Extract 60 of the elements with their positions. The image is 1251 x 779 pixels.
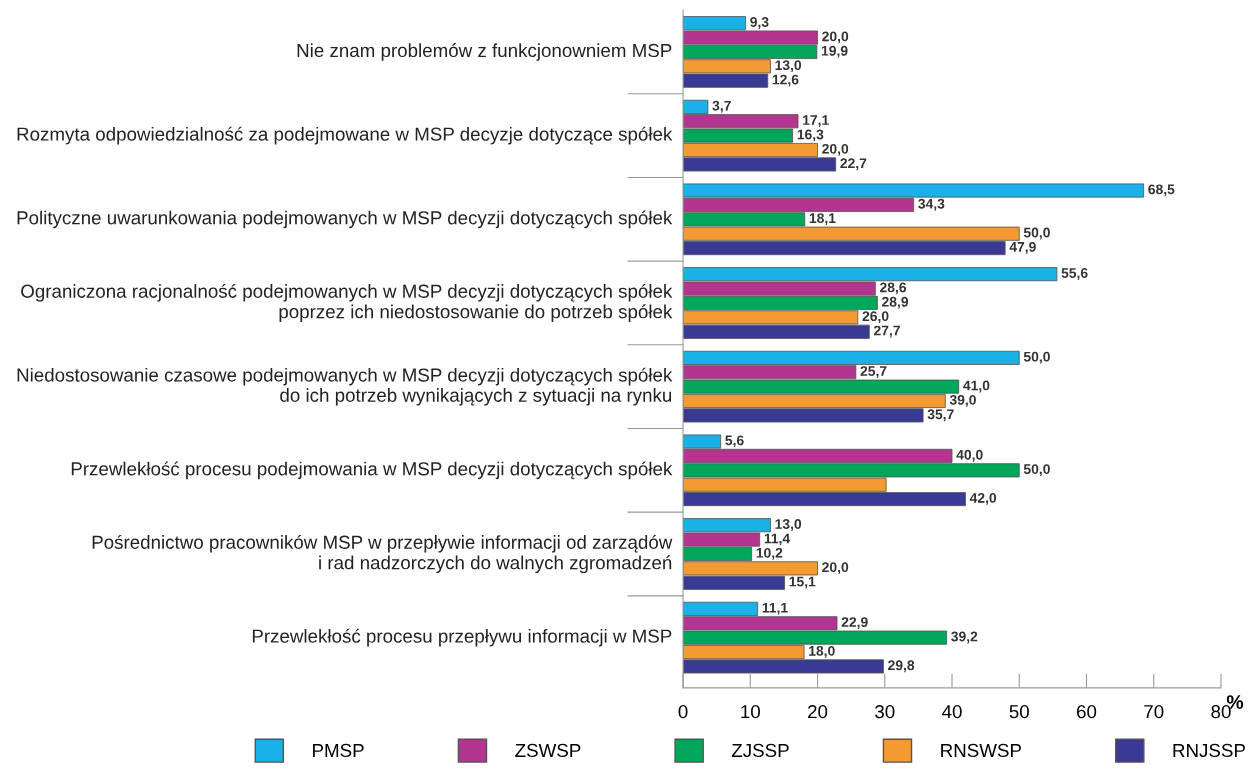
- data-label: 3,7: [712, 100, 731, 113]
- x-tick-label: 10: [741, 705, 760, 719]
- data-label: 18,1: [809, 213, 836, 226]
- data-label: 28,6: [880, 282, 907, 295]
- data-label: 39,2: [951, 631, 978, 644]
- data-label: 11,1: [762, 602, 788, 615]
- x-tick-label: 60: [1077, 705, 1097, 719]
- x-tick-label: 70: [1144, 705, 1164, 719]
- data-label: 10,2: [756, 547, 783, 560]
- x-tick-label: 0: [678, 705, 688, 719]
- x-tick-label: 40: [942, 705, 962, 719]
- data-label: 50,0: [1023, 464, 1050, 477]
- y-tick-label: Polityczne uwarunkowania podejmowanych w MSP decyzji dotyczących spółek: [17, 210, 673, 229]
- x-tick-label: 20: [808, 705, 828, 719]
- y-tick-label: Pośrednictwo pracowników MSP w przepływie informacji od zarządów i rad nadzorczych do walnych zgromadzeń: [92, 534, 673, 574]
- data-label: 47,9: [1009, 241, 1036, 254]
- y-tick-label: Niedostosowanie czasowe podejmowanych w MSP decyzji dotyczących spółek do ich potrzeb wynikających z sytuacji na rynku: [17, 367, 673, 406]
- data-label: 25,7: [860, 366, 887, 378]
- data-label: 11,4: [764, 533, 791, 546]
- data-label: 20,0: [822, 31, 849, 44]
- data-label: 68,5: [1148, 184, 1175, 197]
- legend-label: RNSWSP: [941, 743, 1021, 758]
- y-tick-label: Rozmyta odpowiedzialność za podejmowane w MSP decyzje dotyczące spółek: [17, 126, 673, 145]
- data-label: 40,0: [956, 449, 983, 462]
- data-label: 55,6: [1061, 268, 1088, 280]
- legend-label: ZSWSP: [515, 743, 581, 758]
- data-label: 50,0: [1023, 227, 1050, 240]
- data-label: 16,3: [797, 129, 824, 142]
- data-label: 42,0: [969, 492, 997, 505]
- legend-label: ZJSSP: [731, 743, 789, 758]
- data-label: 29,8: [888, 660, 915, 673]
- data-label: 41,0: [963, 380, 990, 393]
- data-label: 20,0: [822, 143, 849, 156]
- data-label: 9,3: [750, 17, 769, 29]
- data-label: 13,0: [775, 519, 802, 531]
- x-tick-label: 30: [875, 705, 895, 719]
- data-label: 15,1: [789, 576, 816, 589]
- data-label: 26,0: [862, 311, 889, 324]
- data-label: 20,0: [822, 562, 849, 575]
- y-tick-label: Przewlekłość procesu podejmowania w MSP decyzji dotyczących spółek: [71, 461, 673, 480]
- data-label: 13,0: [775, 60, 802, 73]
- data-label: 27,7: [873, 325, 900, 338]
- data-label: 22,9: [841, 617, 868, 630]
- data-label: 39,0: [949, 394, 976, 407]
- data-label: 17,1: [803, 115, 829, 127]
- data-label: 12,6: [772, 74, 799, 87]
- y-tick-label: Nie znam problemów z funkcjonowniem MSP: [297, 43, 672, 61]
- data-label: 5,6: [725, 435, 744, 448]
- data-label: 18,0: [809, 645, 835, 658]
- data-label: 35,7: [927, 409, 954, 422]
- legend-label: RNJSSP: [1173, 743, 1245, 758]
- legend-label: PMSP: [313, 743, 364, 758]
- data-label: 34,3: [918, 198, 945, 211]
- data-label: 28,9: [882, 296, 909, 309]
- data-label: 19,9: [821, 45, 848, 58]
- y-tick-label: Przewlekłość procesu przepływu informacji w MSP: [252, 628, 672, 647]
- data-label: 50,0: [1023, 351, 1050, 364]
- x-tick-label: 50: [1009, 705, 1029, 719]
- y-tick-label: Ograniczona racjonalność podejmowanych w MSP decyzji dotyczących spółek poprzez ich niedostosowanie do potrzeb spółek: [21, 283, 673, 323]
- data-label: 22,7: [840, 158, 867, 171]
